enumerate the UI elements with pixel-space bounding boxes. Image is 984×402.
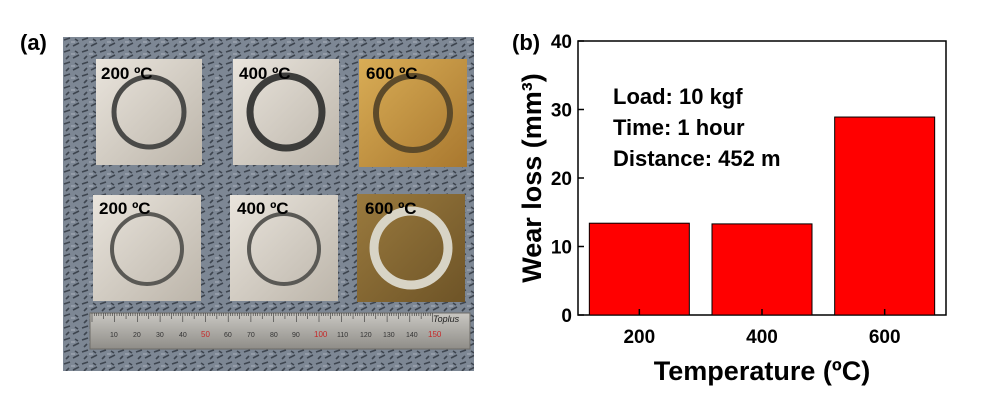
sample-label: 400 ºC: [237, 199, 289, 218]
sample-label: 400 ºC: [239, 64, 291, 83]
x-tick-label: 600: [869, 327, 901, 348]
y-tick-label: 30: [551, 101, 572, 122]
ruler-number: 60: [224, 332, 232, 339]
y-tick-label: 0: [561, 306, 572, 327]
ruler: 10 20 30 40 50 60 70 80 90 100 110 120 1…: [89, 312, 471, 350]
ruler-number: 130: [383, 332, 395, 339]
annotation-distance: Distance: 452 m: [613, 146, 781, 171]
ruler-number: 80: [270, 332, 278, 339]
x-tick-label: 200: [623, 327, 655, 348]
ruler-number: 20: [133, 332, 141, 339]
y-tick-label: 40: [551, 32, 572, 53]
sample-label: 200 ºC: [101, 64, 153, 83]
ruler-brand: Toplus: [433, 314, 460, 324]
sample-bottom-400: 400 ºC: [230, 195, 338, 301]
ruler-number: 40: [179, 332, 187, 339]
x-axis-title: Temperature (ºC): [654, 356, 870, 386]
ruler-number: 140: [406, 332, 418, 339]
y-axis-title: Wear loss (mm³): [517, 73, 547, 283]
x-tick-label: 400: [746, 327, 778, 348]
annotation-time: Time: 1 hour: [613, 115, 745, 140]
ruler-number: 100: [314, 330, 328, 339]
sample-top-400: 400 ºC: [233, 59, 339, 165]
y-tick-label: 10: [551, 238, 572, 259]
ruler-number: 150: [428, 330, 442, 339]
sample-label: 600 ºC: [366, 64, 418, 83]
panel-a-label: (a): [20, 30, 47, 55]
sample-photo: 200 ºC 400 ºC 600 ºC 200 ºC 400 ºC 600 º…: [63, 37, 474, 371]
sample-top-200: 200 ºC: [96, 59, 202, 165]
bar-200: [588, 222, 690, 316]
ruler-number: 120: [360, 332, 372, 339]
y-tick-label: 20: [551, 169, 572, 190]
ruler-number: 90: [292, 332, 300, 339]
ruler-number: 50: [201, 330, 210, 339]
ruler-number: 110: [337, 332, 348, 339]
bar-400: [711, 223, 813, 316]
sample-bottom-600: 600 ºC: [357, 194, 465, 302]
annotation-load: Load: 10 kgf: [613, 84, 743, 109]
panel-b-label: (b): [512, 30, 541, 55]
ruler-number: 70: [247, 332, 255, 339]
ruler-number: 30: [156, 332, 164, 339]
sample-bottom-200: 200 ºC: [93, 195, 201, 301]
sample-label: 200 ºC: [99, 199, 151, 218]
bar-600: [834, 116, 936, 316]
sample-top-600: 600 ºC: [359, 59, 467, 167]
ruler-number: 10: [110, 332, 118, 339]
sample-label: 600 ºC: [365, 199, 417, 218]
